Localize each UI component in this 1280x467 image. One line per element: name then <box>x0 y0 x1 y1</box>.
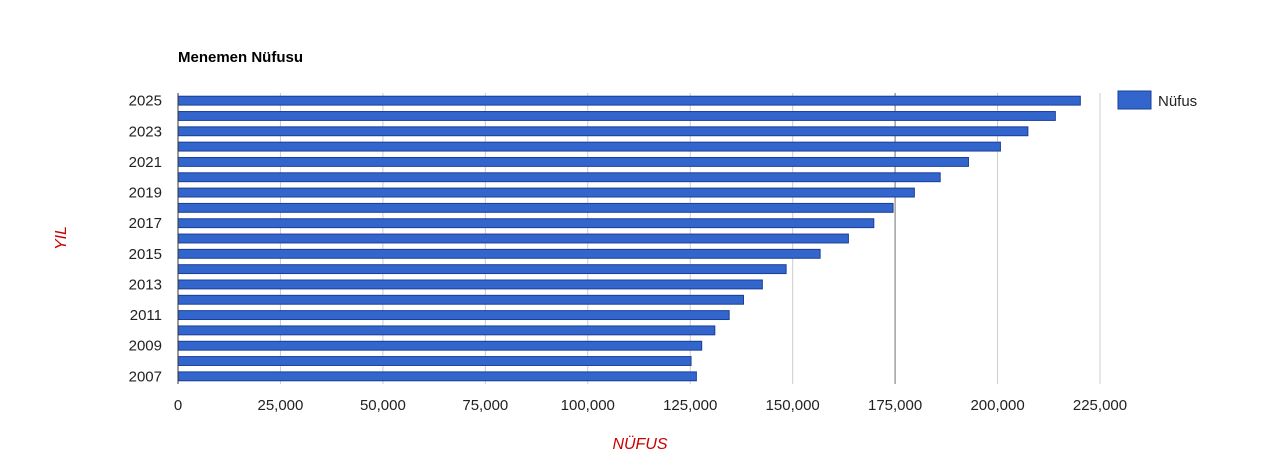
y-axis-ticks: 2025 2023 2021 2019 2017 2015 2013 2011 2009 2007 <box>129 93 162 386</box>
bar-2021[interactable] <box>177 156 969 167</box>
chart-title: Menemen Nüfusu <box>178 49 303 66</box>
y-tick-label: 2013 <box>129 276 162 293</box>
x-tick-label: 25,000 <box>257 397 303 414</box>
x-tick-label: 200,000 <box>970 397 1024 414</box>
y-tick-label: 2007 <box>129 368 162 385</box>
bar-2011[interactable] <box>177 310 730 321</box>
bar-2017[interactable] <box>177 218 875 229</box>
bar-2008[interactable] <box>177 356 692 366</box>
bar-2007[interactable] <box>177 371 697 382</box>
bar-2015[interactable] <box>177 248 821 259</box>
bar-2022[interactable] <box>177 141 1001 152</box>
x-tick-label: 50,000 <box>360 397 406 414</box>
x-axis-title: NÜFUS <box>612 435 667 453</box>
y-tick-label: 2011 <box>130 307 162 324</box>
bar-2014[interactable] <box>177 264 787 275</box>
bar-2023[interactable] <box>177 126 1029 137</box>
bar-2016[interactable] <box>177 233 849 244</box>
y-tick-label: 2015 <box>129 246 162 263</box>
x-tick-label: 0 <box>174 397 182 414</box>
bar-2025[interactable] <box>177 95 1081 106</box>
bar-2024[interactable] <box>177 111 1056 121</box>
bar-2013[interactable] <box>177 279 763 290</box>
bar-2012[interactable] <box>177 294 744 305</box>
x-tick-label: 150,000 <box>766 397 820 414</box>
x-axis-ticks: 0 25,000 50,000 75,000 100,000 125,000 150,000… <box>174 397 1127 414</box>
legend: Nüfus <box>1117 90 1197 110</box>
y-tick-label: 2021 <box>129 154 162 171</box>
bars <box>177 95 1081 382</box>
bar-2010[interactable] <box>177 325 716 336</box>
x-tick-label: 100,000 <box>561 397 615 414</box>
y-tick-label: 2019 <box>129 185 162 202</box>
y-tick-label: 2017 <box>129 215 162 232</box>
legend-label: Nüfus <box>1158 93 1197 110</box>
y-tick-label: 2023 <box>129 123 162 140</box>
bar-2018[interactable] <box>177 202 894 213</box>
x-tick-label: 225,000 <box>1073 397 1127 414</box>
x-tick-label: 75,000 <box>462 397 508 414</box>
bar-2020[interactable] <box>177 172 941 183</box>
y-axis-title: YIL <box>53 226 70 250</box>
x-tick-label: 125,000 <box>663 397 717 414</box>
y-tick-label: 2025 <box>129 93 162 110</box>
x-tick-label: 175,000 <box>868 397 922 414</box>
bar-2009[interactable] <box>177 340 703 351</box>
y-tick-label: 2009 <box>129 338 162 355</box>
bar-2019[interactable] <box>177 187 915 198</box>
legend-swatch <box>1117 90 1152 110</box>
